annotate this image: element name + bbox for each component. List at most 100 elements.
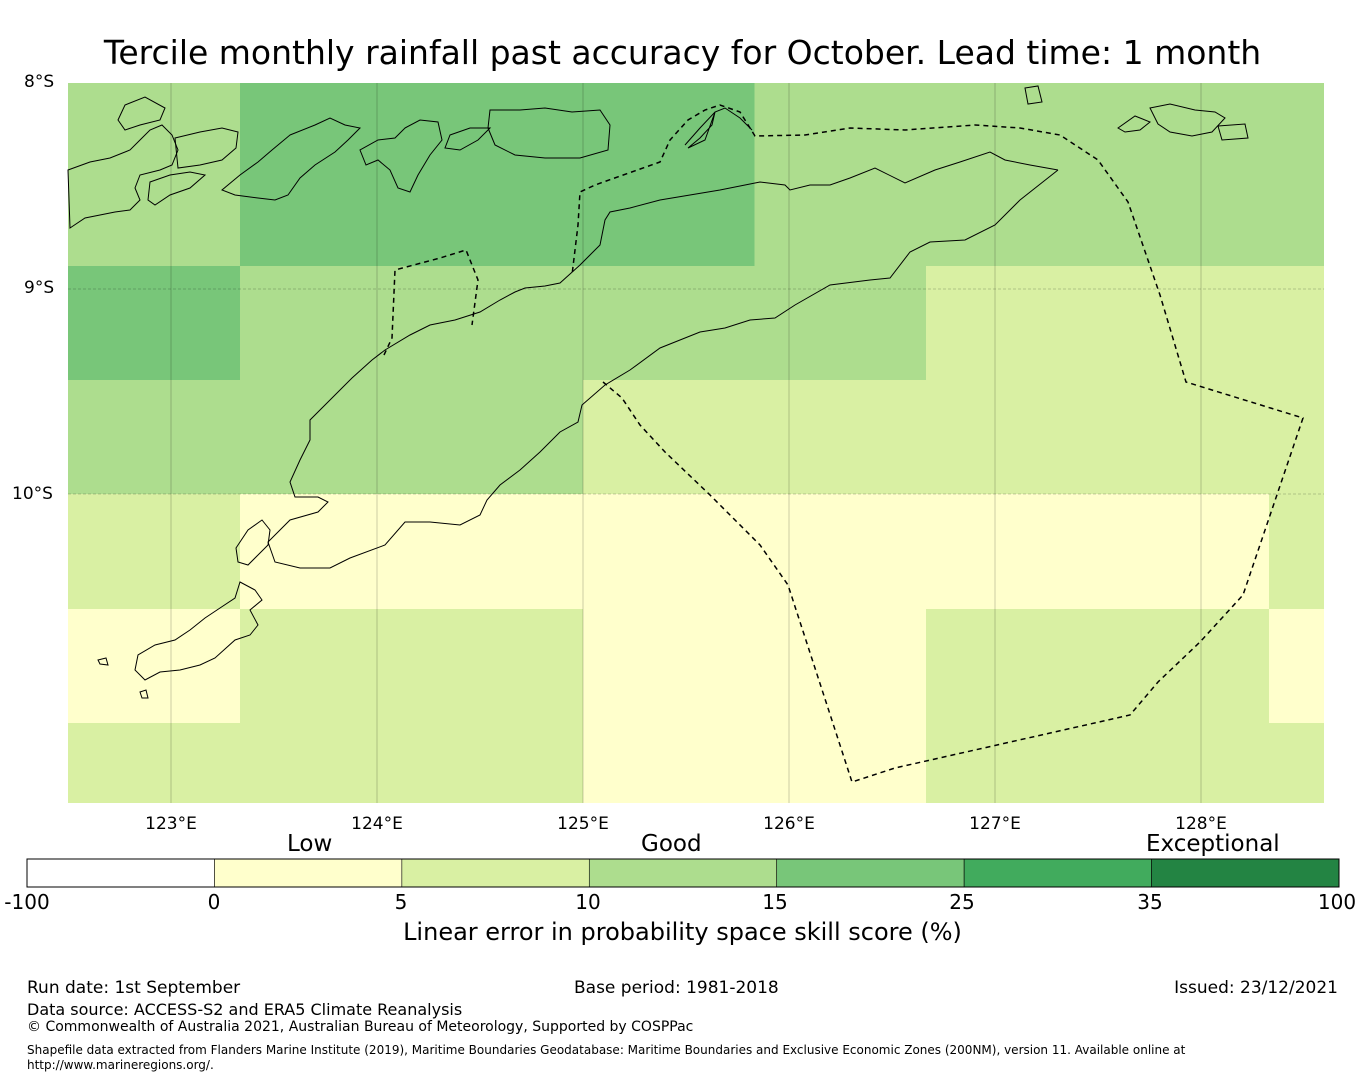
grid-cell [1269,152,1324,266]
skill-grid [68,83,1324,803]
grid-cell [1097,609,1269,723]
shapefile-credit-line1: Shapefile data extracted from Flanders M… [27,1043,1186,1057]
grid-cell [754,266,926,380]
semau-island [235,519,271,566]
grid-cell [583,609,755,723]
grid-cell [411,380,583,494]
north-island-6 [67,124,179,229]
grid-cell [1269,83,1324,152]
colorbar [26,858,1340,888]
grid-cell [583,83,755,152]
north-island-5 [117,96,166,131]
rote-island [134,581,263,681]
graticule [68,83,1324,803]
colorbar-tick: 35 [1137,890,1163,914]
grid-cell [1097,723,1269,803]
colorbar-tick: 0 [207,890,221,914]
grid-cell [1097,380,1269,494]
colorbar-segment [588,858,778,888]
lon-label-123e: 123°E [145,814,197,834]
lat-label-9s: 9°S [24,278,55,298]
leti-island-2 [1117,115,1151,133]
wetar-coastline [684,107,753,146]
category-good: Good [641,831,702,857]
grid-cell [68,609,240,723]
grid-cell [926,609,1098,723]
eez-boundaries [383,104,1304,783]
shapefile-credit-line2: http://www.marineregions.org/. [27,1058,214,1072]
grid-cell [411,152,583,266]
colorbar-tick: 10 [575,890,601,914]
grid-cell [240,380,412,494]
grid-cell [754,152,926,266]
lon-label-124e: 124°E [351,814,403,834]
north-island-1 [487,107,611,159]
grid-cell [583,494,755,609]
grid-cell [926,494,1098,609]
leti-island-3 [1217,123,1249,141]
colorbar-tick: 15 [762,890,788,914]
chart-title: Tercile monthly rainfall past accuracy f… [103,33,1262,72]
coastlines [67,85,1249,699]
grid-cell [1269,494,1324,609]
grid-cell [1269,266,1324,380]
timor-leste-eez [571,104,1304,783]
grid-cell [926,266,1098,380]
north-island-8 [147,171,207,206]
grid-cell [68,266,240,380]
grid-cell [926,380,1098,494]
grid-cell [1097,83,1269,152]
grid-cell [411,494,583,609]
grid-cell [926,723,1098,803]
grid-cell [68,494,69,609]
grid-cell [240,83,412,152]
grid-cell [583,723,755,803]
grid-cell [926,152,1098,266]
colorbar-segment [776,858,965,888]
lon-label-127e: 127°E [969,814,1021,834]
small-island-b [139,689,149,699]
kisar-island [1024,85,1043,105]
category-exceptional: Exceptional [1146,831,1280,857]
grid-cell [68,266,69,380]
colorbar-tick: 25 [949,890,975,914]
issued-date: Issued: 23/12/2021 [1174,978,1338,998]
category-low: Low [287,831,333,857]
colorbar-frame [26,858,1340,888]
grid-cell [754,380,926,494]
grid-cell [68,494,240,609]
data-source: Data source: ACCESS-S2 and ERA5 Climate … [27,1000,463,1019]
copyright: © Commonwealth of Australia 2021, Austra… [27,1019,694,1035]
colorbar-segment [1151,858,1340,888]
grid-cell [68,83,69,152]
grid-cell [240,723,412,803]
small-island-a [97,657,109,666]
grid-cell [411,83,583,152]
grid-cell [68,152,69,266]
colorbar-tick: -100 [4,890,50,914]
lon-label-125e: 125°E [557,814,609,834]
grid-cell [754,83,926,152]
grid-cell [68,723,240,803]
grid-cell [1097,152,1269,266]
grid-cell [583,266,755,380]
grid-cell [68,609,69,723]
grid-cell [240,152,412,266]
grid-cell [1269,723,1324,803]
north-island-4 [444,127,492,151]
lon-label-126e: 126°E [763,814,815,834]
north-island-3 [221,117,362,201]
lat-label-10s: 10°S [12,484,53,504]
grid-cell [754,494,926,609]
grid-cell [240,494,412,609]
grid-cell [926,83,1098,152]
grid-cell [411,723,583,803]
colorbar-segment [26,858,215,888]
grid-cell [68,723,69,803]
lon-label-128e: 128°E [1175,814,1227,834]
grid-cell [68,380,69,494]
grid-cell [240,266,412,380]
grid-cell [583,380,755,494]
run-date: Run date: 1st September [27,978,241,998]
